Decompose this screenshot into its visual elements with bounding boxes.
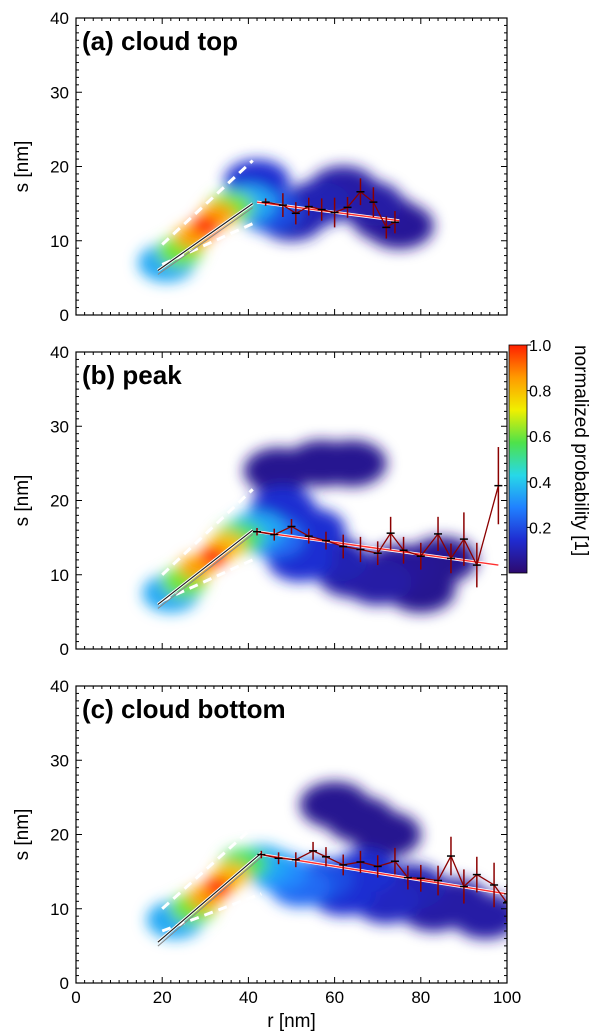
panel-label: (b) peak (82, 360, 182, 390)
y-tick-label: 20 (50, 158, 69, 177)
binned-means (257, 836, 507, 922)
density-blob (351, 811, 422, 858)
y-tick-label: 10 (50, 900, 69, 919)
y-tick-label: 20 (50, 826, 69, 845)
axis-ticks (75, 351, 508, 650)
binned-means (253, 447, 503, 588)
panel-0: 0 10 20 30 40 s [nm] (a) cloud top (12, 9, 508, 325)
fit-low-shadow-line (157, 856, 262, 947)
colorbar-tick-label: 0.4 (529, 475, 551, 492)
panel-2: 0 10 20 30 40 0 20 40 60 80 100 s [nm] r [nm] (c) clo… (12, 677, 521, 1031)
x-tick-label: 60 (325, 988, 344, 1007)
y-tick-label: 30 (50, 751, 69, 770)
density-blob (191, 215, 220, 236)
density-blob (451, 893, 507, 940)
y-tick-label: 40 (50, 677, 69, 696)
y-tick-label: 0 (60, 974, 69, 993)
colorbar-gradient (508, 344, 528, 574)
y-axis-title: s [nm] (12, 809, 33, 861)
envelope-upper-line (161, 159, 254, 246)
y-tick-label: 0 (60, 306, 69, 325)
colorbar-tick-label: 0.8 (529, 384, 551, 401)
envelope-lower-line (161, 558, 254, 603)
colorbar-tick-label: 1.0 (529, 338, 551, 355)
density-blob (204, 876, 233, 897)
x-tick-label: 80 (411, 988, 430, 1007)
fit-low-line (157, 203, 254, 271)
binned-mean-line (256, 485, 500, 567)
colorbar-tick-label: 0.6 (529, 429, 551, 446)
y-tick-label: 40 (50, 343, 69, 362)
density-blob (199, 546, 228, 567)
envelope-upper-line (161, 818, 263, 910)
y-tick-label: 30 (50, 83, 69, 102)
panel-1: 0 10 20 30 40 s [nm] (b) peak (12, 343, 508, 659)
density-blob (243, 447, 314, 495)
x-tick-label: 0 (71, 988, 80, 1007)
density-blob (316, 440, 387, 487)
colorbar: 0.2 0.4 0.6 0.8 1.0 normalized probability [1… (508, 338, 591, 574)
fit-low-line (157, 529, 254, 605)
axis-ticks (75, 685, 508, 984)
x-tick-label: 100 (493, 988, 521, 1007)
y-axis-title: s [nm] (12, 141, 33, 193)
y-axis-title: s [nm] (12, 475, 33, 527)
plot-frame (75, 685, 508, 984)
y-tick-label: 20 (50, 492, 69, 511)
y-tick-label: 0 (60, 640, 69, 659)
fit-low-shadow-line (157, 533, 254, 609)
y-tick-label: 10 (50, 232, 69, 251)
colorbar-label: normalized probability [1] (570, 345, 591, 556)
colorbar-tick-label: 0.2 (529, 520, 551, 537)
panel-label: (a) cloud top (82, 26, 238, 56)
fit-high-line (261, 853, 507, 895)
x-tick-label: 40 (239, 988, 258, 1007)
binned-means (261, 178, 399, 239)
panel-label: (c) cloud bottom (82, 694, 286, 724)
y-tick-label: 40 (50, 9, 69, 28)
fit-low-line (157, 852, 262, 943)
y-tick-label: 30 (50, 417, 69, 436)
y-tick-label: 10 (50, 566, 69, 585)
x-axis-title: r [nm] (267, 1011, 316, 1031)
envelope-upper-line (161, 488, 254, 576)
x-tick-label: 20 (153, 988, 172, 1007)
axis-ticks (75, 17, 508, 316)
fit-low-shadow-line (157, 207, 253, 275)
